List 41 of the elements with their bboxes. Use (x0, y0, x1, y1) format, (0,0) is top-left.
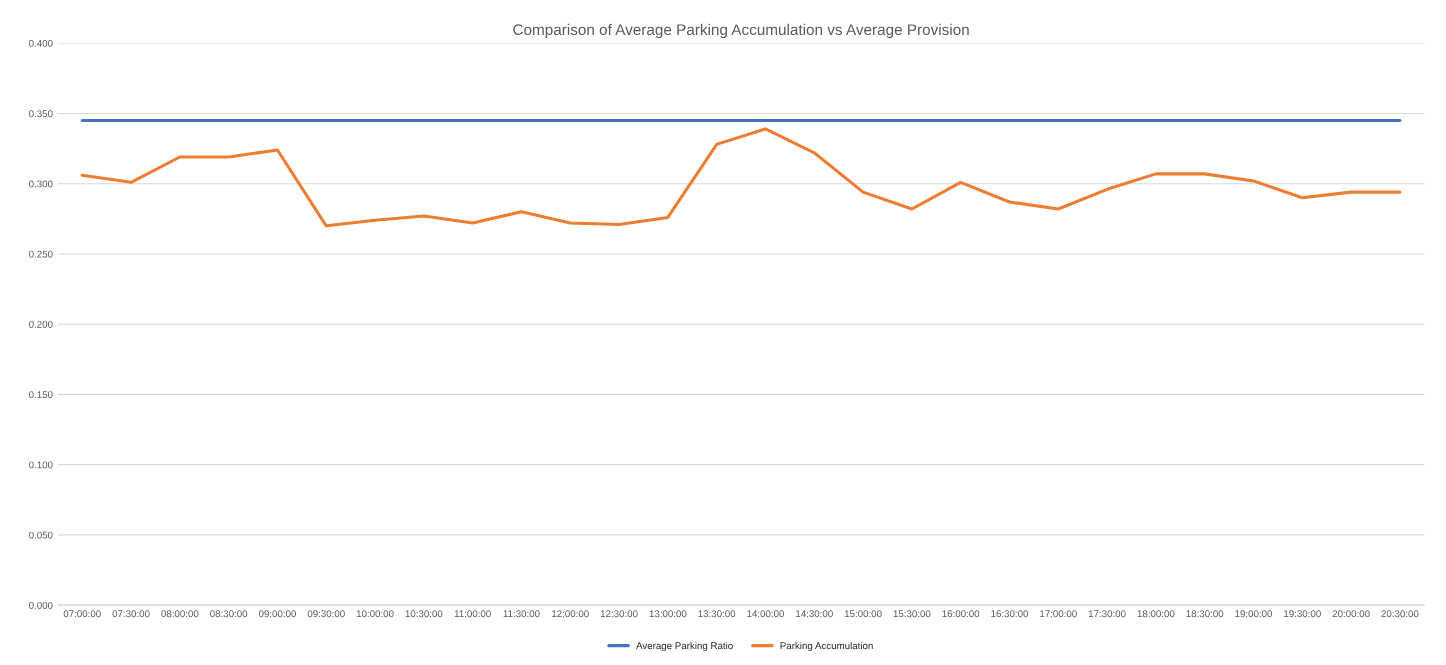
x-tick-label: 14:30:00 (796, 610, 833, 618)
x-tick-label: 15:00:00 (844, 610, 882, 618)
x-tick-label: 16:30:00 (991, 610, 1029, 618)
y-tick-label: 0.150 (29, 391, 53, 399)
x-tick-label: 16:00:00 (942, 610, 980, 618)
x-tick-label: 10:00:00 (356, 610, 394, 618)
x-tick-label: 20:00:00 (1332, 610, 1370, 618)
y-tick-label: 0.400 (29, 39, 53, 47)
x-tick-label: 19:30:00 (1284, 610, 1321, 618)
x-tick-label: 08:00:00 (161, 610, 199, 618)
x-tick-label: 12:30:00 (600, 610, 638, 618)
y-tick-label: 0.050 (29, 531, 53, 539)
x-tick-label: 11:00:00 (454, 610, 491, 618)
x-tick-label: 20:30:00 (1381, 610, 1419, 618)
x-tick-label: 08:30:00 (210, 610, 248, 618)
y-tick-label: 0.350 (29, 110, 53, 118)
x-tick-label: 13:30:00 (698, 610, 736, 618)
x-tick-label: 14:00:00 (747, 610, 785, 618)
x-tick-label: 07:00:00 (63, 610, 101, 618)
x-tick-label: 09:30:00 (307, 610, 345, 618)
x-tick-label: 12:00:00 (552, 610, 589, 618)
x-tick-label: 17:00:00 (1040, 610, 1077, 618)
x-tick-label: 15:30:00 (893, 610, 931, 618)
legend-label: Parking Accumulation (780, 642, 873, 652)
y-tick-label: 0.300 (29, 180, 53, 188)
x-tick-label: 18:30:00 (1186, 610, 1224, 618)
chart-title: Comparison of Average Parking Accumulation vs Average Provision (513, 23, 969, 39)
x-tick-label: 10:30:00 (405, 610, 443, 618)
x-tick-label: 18:00:00 (1137, 610, 1175, 618)
x-tick-label: 07:30:00 (112, 610, 150, 618)
line-series (80, 127, 1402, 228)
x-tick-label: 11:30:00 (503, 610, 540, 618)
x-tick-label: 17:30:00 (1088, 610, 1126, 618)
x-tick-label: 09:00:00 (258, 610, 296, 618)
y-tick-label: 0.000 (29, 601, 53, 609)
legend-label: Average Parking Ratio (636, 642, 733, 652)
y-tick-label: 0.100 (29, 461, 53, 469)
y-tick-label: 0.250 (29, 250, 53, 258)
x-tick-label: 19:00:00 (1235, 610, 1273, 618)
y-tick-label: 0.200 (29, 320, 53, 328)
x-tick-label: 13:00:00 (649, 610, 687, 618)
